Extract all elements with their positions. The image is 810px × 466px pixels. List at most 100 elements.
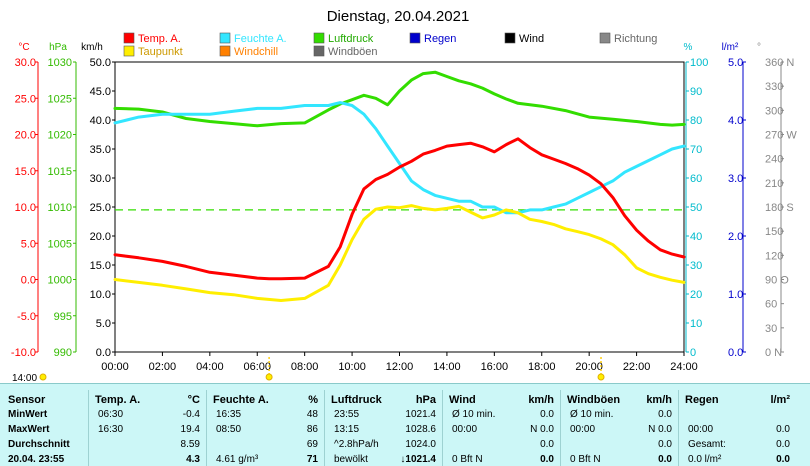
humidity-tick-label: 70: [690, 144, 702, 156]
gust-section: Windböen km/h Ø 10 min. 0.0 00:00 N 0.0 0.0 0 B…: [560, 384, 678, 466]
regen-row-3-value: 0.0: [776, 454, 790, 465]
windboen-unit: km/h: [646, 394, 672, 406]
temp-row-1-value: 19.4: [180, 424, 200, 435]
pressure-tick-label: 1025: [48, 93, 72, 105]
pressure-tick-label: 1010: [48, 202, 72, 214]
luftdruck-row-3-value: ↓1021.4: [400, 454, 436, 465]
pressure-tick-label: 990: [54, 347, 72, 359]
x-tick-label: 02:00: [149, 361, 177, 373]
temp-header: Temp. A.: [95, 394, 141, 406]
temp-tick-label: 15.0: [15, 166, 36, 178]
temp-tick-label: 20.0: [15, 130, 36, 142]
direction-tick-label: 30: [765, 323, 777, 335]
direction-tick-label: 60: [765, 299, 777, 311]
weather-chart: Dienstag, 20.04.2021 Temp. A. Feuchte A. L…: [11, 8, 797, 383]
luftdruck-row-2-value: 1024.0: [405, 439, 436, 450]
temp-tick-label: 5.0: [21, 238, 36, 250]
regen-row-1-label: 00:00: [688, 424, 714, 435]
direction-tick-label: 120: [765, 250, 783, 262]
feuchte-row-3-value: 71: [306, 454, 318, 465]
x-tick-label: 00:00: [101, 361, 129, 373]
legend-swatch: [123, 32, 135, 44]
windboen-row-1-value: N 0.0: [648, 424, 672, 435]
humidity-tick-label: 90: [690, 86, 702, 98]
pressure-tick-label: 1030: [48, 57, 72, 69]
legend-label: Wind: [519, 33, 544, 45]
current-time-label: 14:00: [12, 373, 37, 383]
humidity-tick-label: 0: [690, 347, 696, 359]
x-tick-label: 14:00: [433, 361, 461, 373]
direction-tick-label: 360 N: [765, 57, 794, 69]
feuchte-row-0-value: 48: [306, 409, 318, 420]
chart-title: Dienstag, 20.04.2021: [327, 8, 470, 25]
rain-tick-label: 2.0: [728, 231, 743, 243]
plot-area: [113, 70, 686, 353]
stats-panel: Sensor MinWert MaxWert Durchschnitt 20.0…: [0, 383, 810, 466]
temp-row-3-value: 4.3: [186, 454, 200, 465]
luftdruck-header: Luftdruck: [331, 394, 382, 406]
windboen-header: Windböen: [567, 394, 621, 406]
rain-tick-label: 1.0: [728, 289, 743, 301]
x-tick-label: 04:00: [196, 361, 224, 373]
x-tick-label: 06:00: [243, 361, 271, 373]
feuchte-header: Feuchte A.: [213, 394, 269, 406]
wind-tick-label: 25.0: [90, 202, 111, 214]
sunrise-dot: [265, 373, 273, 381]
feuchte-row-1-value: 86: [306, 424, 318, 435]
legend: Temp. A. Feuchte A. Luftdruck Regen Wind Rich…: [123, 32, 657, 58]
direction-unit-label: °: [757, 42, 761, 53]
x-tick-label: 08:00: [291, 361, 319, 373]
temp-row-2-value: 8.59: [180, 439, 200, 450]
regen-row-2-label: Gesamt:: [688, 439, 726, 450]
regen-unit: l/m²: [770, 394, 790, 406]
luftdruck-row-1-label: 13:15: [334, 424, 360, 435]
legend-label: Temp. A.: [138, 33, 181, 45]
legend-swatch: [219, 32, 231, 44]
temp-section: Temp. A. °C 06:30 -0.4 16:30 19.4 8.59 4.3: [88, 384, 206, 466]
wind-unit: km/h: [528, 394, 554, 406]
regen-row-1-value: 0.0: [776, 424, 790, 435]
row-label-max: MaxWert: [8, 424, 50, 435]
x-tick-label: 24:00: [670, 361, 698, 373]
legend-swatch: [123, 45, 135, 57]
temp-unit: °C: [187, 394, 200, 406]
sensor-header: Sensor: [8, 394, 46, 406]
wind-row-2-value: 0.0: [540, 439, 554, 450]
section-divider: [206, 390, 207, 466]
legend-swatch: [504, 32, 516, 44]
legend-label: Regen: [424, 33, 456, 45]
row-label-min: MinWert: [8, 409, 48, 420]
axes: 00:00 02:00 04:00 06:00 08:00 10:00 12:00 14:00…: [11, 42, 797, 383]
wind-row-3-value: 0.0: [540, 454, 554, 465]
direction-tick-label: 210: [765, 178, 783, 190]
windboen-row-0-value: 0.0: [658, 409, 672, 420]
windboen-row-3-value: 0.0: [658, 454, 672, 465]
rain-tick-label: 5.0: [728, 57, 743, 69]
row-label-current: 20.04. 23:55: [8, 454, 65, 465]
wind-tick-label: 10.0: [90, 289, 111, 301]
humidity-tick-label: 60: [690, 173, 702, 185]
direction-tick-label: 330: [765, 81, 783, 93]
legend-label: Windchill: [234, 46, 278, 58]
legend-swatch: [313, 45, 325, 57]
regen-row-3-label: 0.0 l/m²: [688, 454, 722, 465]
legend-label: Richtung: [614, 33, 657, 45]
temp-tick-label: -10.0: [11, 347, 36, 359]
feuchte-unit: %: [308, 394, 318, 406]
humidity-tick-label: 80: [690, 115, 702, 127]
legend-label: Luftdruck: [328, 33, 374, 45]
humidity-tick-label: 50: [690, 202, 702, 214]
pressure-tick-label: 1015: [48, 166, 72, 178]
regen-row-2-value: 0.0: [776, 439, 790, 450]
direction-tick-label: 270 W: [765, 130, 797, 142]
feuchte-row-1-label: 08:50: [216, 424, 242, 435]
temp-row-0-label: 06:30: [98, 409, 124, 420]
temp-unit-label: °C: [18, 42, 29, 53]
wind-section: Wind km/h Ø 10 min. 0.0 00:00 N 0.0 0.0 0 Bft N…: [442, 384, 560, 466]
humidity-tick-label: 100: [690, 57, 708, 69]
regen-header: Regen: [685, 394, 719, 406]
humidity-tick-label: 20: [690, 289, 702, 301]
rain-tick-label: 4.0: [728, 115, 743, 127]
direction-tick-label: 0 N: [765, 347, 782, 359]
luftdruck-row-2-label: ^2.8hPa/h: [334, 439, 379, 450]
